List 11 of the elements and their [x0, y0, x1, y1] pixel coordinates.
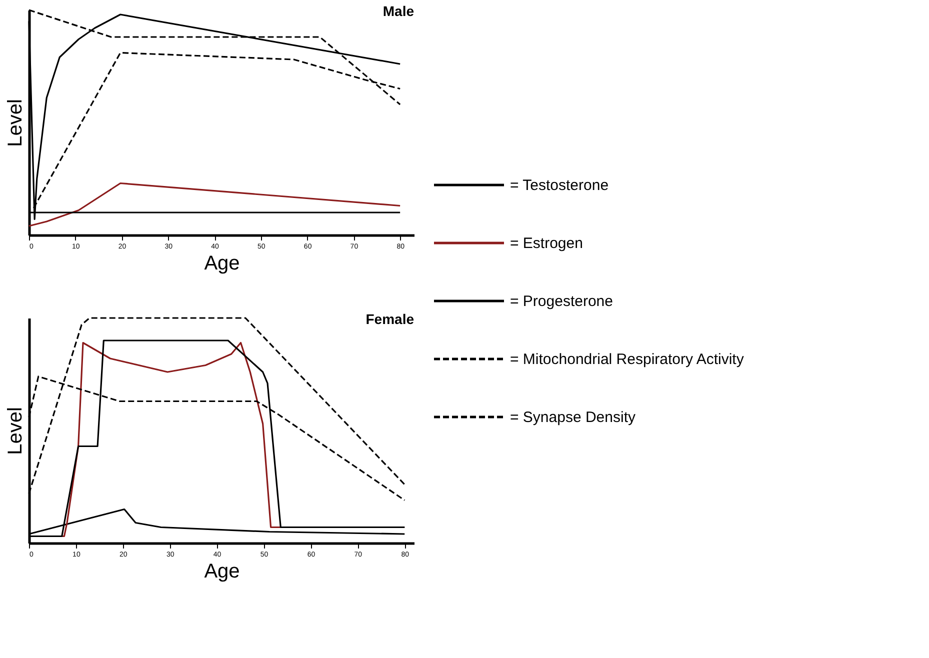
y-axis-title: Level	[4, 407, 26, 455]
legend-label: = Estrogen	[510, 235, 583, 252]
chart-title: Male	[382, 3, 414, 20]
legend-label: = Progesterone	[510, 293, 613, 310]
chart-title: Female	[366, 311, 414, 328]
x-axis-title: Age	[204, 252, 240, 274]
legend-label: = Mitochondrial Respiratory Activity	[510, 351, 744, 368]
legend-label: = Synapse Density	[510, 409, 636, 426]
x-axis-title: Age	[204, 560, 240, 582]
y-axis-title: Level	[4, 99, 26, 147]
legend-label: = Testosterone	[510, 177, 609, 194]
